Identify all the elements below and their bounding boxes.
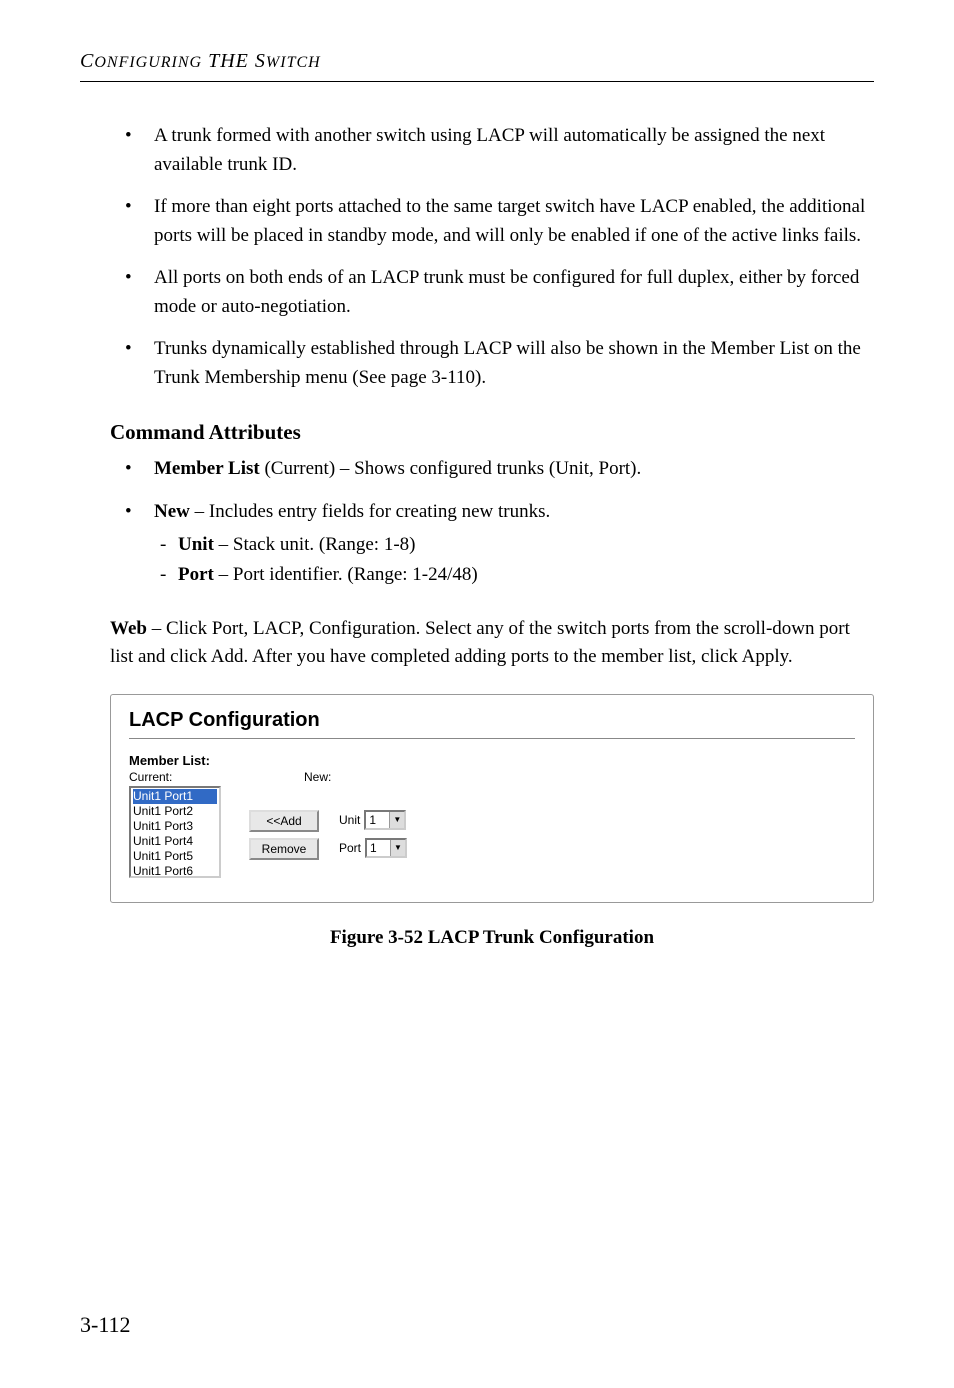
attr-text: (Current) – Shows configured trunks (Uni… bbox=[260, 458, 642, 479]
sub-list: Unit – Stack unit. (Range: 1-8) Port – P… bbox=[154, 530, 874, 591]
header-part1: C bbox=[80, 50, 94, 72]
sub-item-port: Port – Port identifier. (Range: 1-24/48) bbox=[154, 560, 874, 590]
chevron-down-icon: ▼ bbox=[390, 840, 405, 856]
attr-item-new: New – Includes entry fields for creating… bbox=[110, 498, 874, 591]
attr-bold: Member List bbox=[154, 458, 260, 479]
panel-title-rule bbox=[129, 738, 855, 739]
header-part4: S bbox=[255, 50, 266, 72]
sub-text: – Stack unit. (Range: 1-8) bbox=[214, 534, 416, 555]
page-number: 3-112 bbox=[80, 1312, 131, 1338]
new-label: New: bbox=[304, 770, 407, 784]
sub-bold: Unit bbox=[178, 534, 214, 555]
attr-bold: New bbox=[154, 501, 190, 522]
add-button[interactable]: <<Add bbox=[249, 810, 319, 832]
list-item[interactable]: Unit1 Port3 bbox=[133, 819, 217, 834]
bullet-item: Trunks dynamically established through L… bbox=[110, 335, 874, 392]
chevron-down-icon: ▼ bbox=[389, 812, 404, 828]
port-field-row: Port 1 ▼ bbox=[339, 838, 407, 858]
panel-title: LACP Configuration bbox=[129, 709, 855, 732]
list-item[interactable]: Unit1 Port5 bbox=[133, 849, 217, 864]
unit-field-row: Unit 1 ▼ bbox=[339, 810, 407, 830]
port-value: 1 bbox=[370, 841, 377, 855]
unit-label: Unit bbox=[339, 813, 360, 827]
attributes-list: Member List (Current) – Shows configured… bbox=[110, 455, 874, 591]
web-bold: Web bbox=[110, 618, 147, 639]
sub-text: – Port identifier. (Range: 1-24/48) bbox=[214, 564, 478, 585]
current-label: Current: bbox=[129, 770, 221, 784]
center-and-right-wrap: New: <<Add Remove Unit 1 ▼ bbox=[249, 770, 407, 860]
unit-value: 1 bbox=[369, 813, 376, 827]
sub-bold: Port bbox=[178, 564, 214, 585]
lacp-config-panel: LACP Configuration Member List: Current:… bbox=[110, 694, 874, 903]
attr-text: – Includes entry fields for creating new… bbox=[190, 501, 550, 522]
button-column: <<Add Remove bbox=[249, 810, 319, 860]
panel-row: Current: Unit1 Port1 Unit1 Port2 Unit1 P… bbox=[129, 770, 855, 878]
attr-item-member-list: Member List (Current) – Shows configured… bbox=[110, 455, 874, 484]
port-select[interactable]: 1 ▼ bbox=[365, 838, 407, 858]
content-area: A trunk formed with another switch using… bbox=[80, 122, 874, 949]
bullet-item: A trunk formed with another switch using… bbox=[110, 122, 874, 179]
sub-item-unit: Unit – Stack unit. (Range: 1-8) bbox=[154, 530, 874, 560]
header-rule bbox=[80, 81, 874, 82]
member-list-label: Member List: bbox=[129, 753, 855, 768]
page-header: CONFIGURING THE SWITCH bbox=[80, 50, 874, 73]
bullet-item: All ports on both ends of an LACP trunk … bbox=[110, 264, 874, 321]
list-item[interactable]: Unit1 Port2 bbox=[133, 804, 217, 819]
list-item[interactable]: Unit1 Port4 bbox=[133, 834, 217, 849]
selector-column: Unit 1 ▼ Port 1 ▼ bbox=[339, 808, 407, 860]
port-label: Port bbox=[339, 841, 361, 855]
list-item[interactable]: Unit1 Port1 bbox=[133, 789, 217, 804]
web-text: – Click Port, LACP, Configuration. Selec… bbox=[110, 618, 850, 668]
list-item[interactable]: Unit1 Port6 bbox=[133, 864, 217, 878]
header-part2: ONFIGURING bbox=[94, 54, 202, 71]
current-column: Current: Unit1 Port1 Unit1 Port2 Unit1 P… bbox=[129, 770, 221, 878]
bullet-item: If more than eight ports attached to the… bbox=[110, 193, 874, 250]
header-part5: WITCH bbox=[266, 54, 321, 71]
header-part3: THE bbox=[208, 50, 255, 72]
member-listbox[interactable]: Unit1 Port1 Unit1 Port2 Unit1 Port3 Unit… bbox=[129, 786, 221, 878]
unit-select[interactable]: 1 ▼ bbox=[364, 810, 406, 830]
section-heading: Command Attributes bbox=[110, 420, 874, 445]
controls-row: <<Add Remove Unit 1 ▼ Port bbox=[249, 786, 407, 860]
figure-caption: Figure 3-52 LACP Trunk Configuration bbox=[110, 927, 874, 949]
remove-button[interactable]: Remove bbox=[249, 838, 319, 860]
main-bullet-list: A trunk formed with another switch using… bbox=[110, 122, 874, 392]
web-paragraph: Web – Click Port, LACP, Configuration. S… bbox=[110, 615, 874, 672]
